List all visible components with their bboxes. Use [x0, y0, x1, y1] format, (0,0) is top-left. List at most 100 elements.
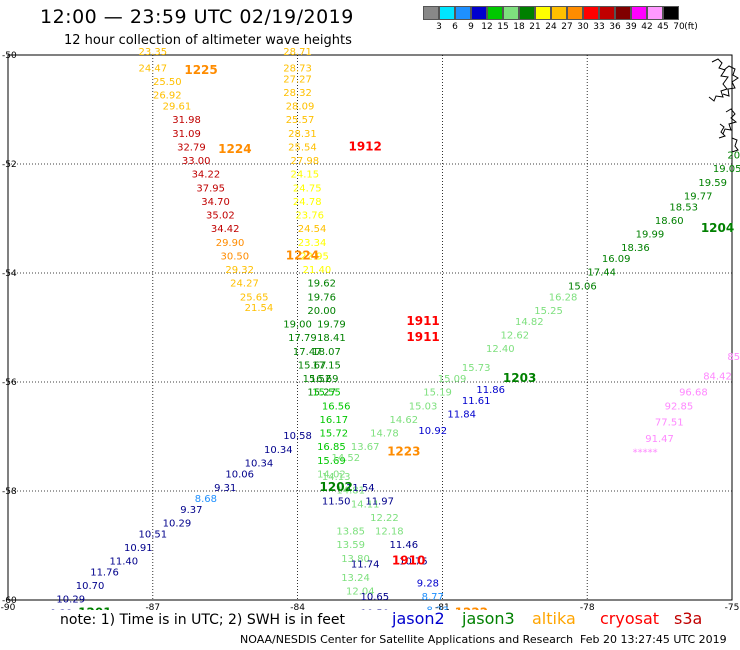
lat-tick-label: -52	[2, 160, 17, 170]
wave-height-value: 10.29	[56, 595, 85, 606]
wave-height-value: 34.22	[192, 170, 221, 181]
wave-height-value: 28.73	[283, 63, 312, 74]
wave-height-value: 18.53	[669, 202, 698, 213]
wave-height-value: 28.09	[286, 102, 315, 113]
page-subtitle: 12 hour collection of altimeter wave hei…	[64, 33, 352, 48]
lat-lon-grid	[7, 54, 733, 601]
wave-height-value: 15.67	[298, 360, 327, 371]
wave-height-value: 77.51	[655, 418, 684, 429]
wave-height-value: 9.38	[50, 608, 72, 610]
wave-height-value: 10.58	[283, 431, 312, 442]
wave-height-value: 9.31	[214, 483, 236, 494]
wave-height-value: 12.18	[375, 527, 404, 538]
legend-label: 36	[609, 22, 621, 32]
legend-label: 42	[641, 22, 653, 32]
wave-height-value: 13.24	[341, 573, 370, 584]
wave-height-value: 13.85	[336, 527, 365, 538]
wave-height-value: 19.59	[698, 178, 727, 189]
legend-swatch	[663, 6, 679, 20]
wave-height-value: 14.81	[336, 486, 365, 497]
satellite-name: s3a	[674, 609, 703, 628]
legend-swatch	[423, 6, 439, 20]
legend-swatch	[599, 6, 615, 20]
pass-time-label: 1910	[392, 554, 425, 568]
wave-height-value: 19.99	[636, 230, 665, 241]
wave-height-value: 16.69	[310, 374, 339, 385]
legend-label: 70	[673, 22, 685, 32]
pass-time-label: 1222	[455, 605, 488, 610]
legend-label: 6	[452, 22, 458, 32]
wave-height-value: 15.03	[409, 401, 438, 412]
wave-height-value: 22.95	[300, 251, 329, 262]
wave-height-value: 19.00	[283, 320, 312, 331]
wave-height-value: 11.97	[365, 497, 394, 508]
wave-height-value: 13.80	[341, 554, 370, 565]
wave-height-value: 15.06	[568, 281, 597, 292]
generated-timestamp: Feb 20 13:27:45 UTC 2019	[580, 633, 727, 646]
wave-height-value: 11.61	[462, 396, 491, 407]
island-outline	[722, 108, 738, 135]
lon-tick-label: -78	[580, 603, 595, 610]
wave-height-value: 10.34	[264, 445, 293, 456]
wave-height-value: 34.42	[211, 224, 240, 235]
wave-height-value: 11.50	[322, 497, 351, 508]
wave-height-value: 23.76	[295, 211, 324, 222]
wave-height-value: 8.68	[195, 494, 217, 505]
wave-height-value: 34.70	[201, 197, 230, 208]
wave-height-value: 28.71	[283, 47, 312, 58]
pass-time-label: 1225	[184, 63, 217, 77]
wave-height-value: 27.98	[291, 156, 320, 167]
lat-tick-label: -60	[2, 596, 17, 606]
wave-height-value: 92.85	[665, 401, 694, 412]
wave-height-value: 9.28	[417, 578, 439, 589]
legend-swatch	[535, 6, 551, 20]
wave-height-value: 20.92	[727, 151, 740, 162]
wave-height-value: 85.33	[727, 352, 740, 363]
pass-time-labels: 1225 1224 1912 1224 1911 1911 1203 1204 1223 1202…	[78, 63, 734, 610]
lon-tick-label: -87	[145, 603, 160, 610]
wave-height-value: 15.73	[462, 363, 491, 374]
wave-height-value: 37.95	[196, 183, 225, 194]
wave-height-value: 15.27	[307, 388, 336, 399]
wave-height-value: 25.57	[286, 115, 315, 126]
satellite-name: altika	[532, 609, 576, 628]
wave-height-value: 33.00	[182, 156, 211, 167]
wave-height-value: 16.56	[322, 401, 351, 412]
wave-height-value: 91.47	[645, 434, 674, 445]
legend-label: 27	[561, 22, 573, 32]
wave-height-value: 11.54	[346, 483, 375, 494]
wave-height-value: 16.17	[319, 415, 348, 426]
wave-height-value: 17.44	[587, 268, 616, 279]
wave-height-value: 10.06	[225, 469, 254, 480]
map-footer: note: 1) Time is in UTC; 2) SWH is in fe…	[0, 608, 740, 650]
color-scale-legend	[423, 6, 679, 20]
wave-height-value: 26.92	[153, 91, 182, 102]
lon-tick-label: -84	[290, 603, 305, 610]
wave-height-value: 11.40	[110, 557, 139, 568]
legend-label: 18	[513, 22, 525, 32]
wave-height-value: 15.69	[317, 456, 346, 467]
wave-height-value: 11.86	[476, 385, 505, 396]
wave-height-value: 10.34	[245, 458, 274, 469]
wave-height-value: 18.36	[621, 243, 650, 254]
wave-height-value: 17.79	[288, 333, 317, 344]
pass-time-label: 1912	[348, 139, 381, 153]
wave-height-value: 15.72	[319, 429, 348, 440]
wave-height-value: 15.55	[312, 388, 341, 399]
wave-height-value: 17.15	[312, 360, 341, 371]
pass-time-label: 1911	[406, 330, 439, 344]
coastline-islands	[708, 58, 739, 153]
wave-height-value: 11.74	[351, 559, 380, 570]
lat-tick-label: -54	[2, 269, 17, 279]
wave-height-value: 19.79	[317, 320, 346, 331]
wave-height-value: 10.75	[399, 557, 428, 568]
wave-height-value: 12.22	[370, 513, 399, 524]
wave-height-value: 23.35	[138, 47, 167, 58]
legend-label: 21	[529, 22, 541, 32]
wave-height-value: 21.40	[303, 265, 332, 276]
wave-height-value: 17.47	[293, 347, 322, 358]
page-title: 12:00 — 23:59 UTC 02/19/2019	[40, 6, 354, 28]
wave-height-value: 14.52	[332, 453, 361, 464]
wave-height-value: 13.59	[336, 540, 365, 551]
